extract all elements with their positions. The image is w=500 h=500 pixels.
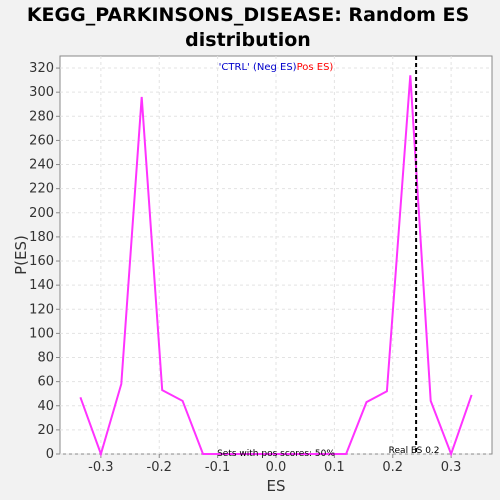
- real-es-label: Real ES 0.2: [389, 446, 440, 456]
- y-axis-ticks: 0 20 40 60 80 100 120 140 160 180 200 220 240 260 280 3…: [29, 61, 60, 462]
- y-tick-label: 280: [29, 109, 54, 124]
- y-tick-label: 20: [37, 423, 54, 438]
- y-tick-label: 40: [37, 399, 54, 414]
- y-tick-label: 60: [37, 375, 54, 390]
- pos-scores-annotation: Sets with pos scores: 50%: [217, 449, 335, 459]
- y-tick-label: 300: [29, 85, 54, 100]
- legend-pos-label: Pos ES): [297, 62, 334, 73]
- y-tick-label: 200: [29, 206, 54, 221]
- x-tick-label: 0.2: [382, 460, 403, 475]
- x-tick-label: -0.2: [147, 460, 172, 475]
- y-tick-label: 240: [29, 158, 54, 173]
- x-tick-label: 0.1: [324, 460, 345, 475]
- x-axis-label: ES: [267, 477, 286, 495]
- y-tick-label: 220: [29, 182, 54, 197]
- y-tick-label: 140: [29, 278, 54, 293]
- x-tick-label: 0.0: [266, 460, 287, 475]
- legend-neg-label: 'CTRL' (Neg ES): [219, 62, 297, 73]
- y-tick-label: 260: [29, 133, 54, 148]
- y-tick-label: 100: [29, 326, 54, 341]
- chart-title-line2: distribution: [185, 29, 311, 51]
- y-tick-label: 120: [29, 302, 54, 317]
- y-tick-label: 0: [46, 447, 54, 462]
- x-tick-label: -0.1: [205, 460, 230, 475]
- y-tick-label: 160: [29, 254, 54, 269]
- chart-title-line1: KEGG_PARKINSONS_DISEASE: Random ES: [27, 4, 469, 26]
- y-axis-label: P(ES): [12, 235, 30, 275]
- x-tick-label: 0.3: [441, 460, 462, 475]
- x-tick-label: -0.3: [88, 460, 113, 475]
- y-tick-label: 80: [37, 351, 54, 366]
- y-tick-label: 180: [29, 230, 54, 245]
- y-tick-label: 320: [29, 61, 54, 76]
- legend: 'CTRL' (Neg ES)Pos ES): [219, 62, 334, 73]
